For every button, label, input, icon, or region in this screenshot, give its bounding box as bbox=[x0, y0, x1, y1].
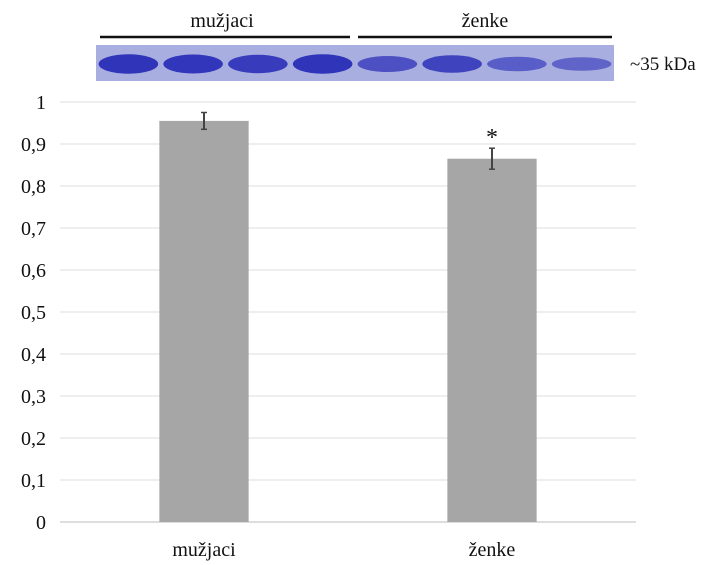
gel-band bbox=[163, 54, 223, 74]
gridlines bbox=[60, 101, 636, 481]
y-tick-label: 0,3 bbox=[21, 386, 46, 408]
gel-band bbox=[357, 56, 418, 72]
western-blot-header: mužjaci ženke ~35 kDa bbox=[96, 10, 696, 81]
gel-band bbox=[98, 54, 159, 74]
y-tick-label: 0,8 bbox=[21, 176, 46, 198]
y-tick-label: 0,2 bbox=[21, 428, 46, 450]
x-tick-label: ženke bbox=[469, 539, 516, 561]
gel-bands bbox=[98, 54, 612, 74]
bar-chart: 0 0,1 0,2 0,3 0,4 0,5 0,6 0,7 0,8 0,9 1 * mužjaci ž… bbox=[21, 92, 636, 561]
error-bars bbox=[201, 111, 495, 170]
y-tick-label: 0,1 bbox=[21, 470, 46, 492]
significance-marks: * bbox=[486, 125, 498, 151]
y-tick-label: 0,7 bbox=[21, 218, 46, 240]
x-tick-label: mužjaci bbox=[172, 539, 236, 561]
gel-band bbox=[228, 54, 288, 74]
gel-band bbox=[422, 55, 482, 73]
y-tick-label: 0,4 bbox=[21, 344, 46, 366]
y-tick-label: 0,6 bbox=[21, 260, 46, 282]
bar bbox=[159, 120, 249, 523]
y-axis-tick-labels: 0 0,1 0,2 0,3 0,4 0,5 0,6 0,7 0,8 0,9 1 bbox=[21, 92, 46, 534]
significance-asterisk: * bbox=[486, 125, 498, 151]
y-tick-label: 1 bbox=[36, 92, 46, 114]
y-tick-label: 0,5 bbox=[21, 302, 46, 324]
y-tick-label: 0,9 bbox=[21, 134, 46, 156]
gel-band bbox=[551, 57, 612, 71]
y-tick-label: 0 bbox=[36, 512, 46, 534]
gel-group-label-females: ženke bbox=[462, 10, 509, 32]
x-axis-tick-labels: mužjaci ženke bbox=[172, 539, 515, 561]
gel-band bbox=[487, 56, 547, 72]
bar bbox=[447, 158, 537, 522]
band-size-label: ~35 kDa bbox=[630, 54, 696, 75]
gel-band bbox=[292, 54, 353, 74]
gel-group-label-males: mužjaci bbox=[190, 10, 254, 32]
bars bbox=[159, 120, 537, 523]
